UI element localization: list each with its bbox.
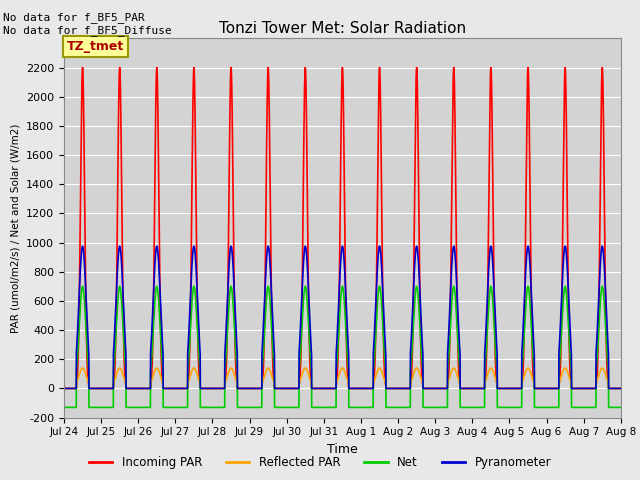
Text: TZ_tmet: TZ_tmet	[67, 40, 124, 53]
Text: No data for f_BF5_PAR: No data for f_BF5_PAR	[3, 12, 145, 23]
Title: Tonzi Tower Met: Solar Radiation: Tonzi Tower Met: Solar Radiation	[219, 21, 466, 36]
Y-axis label: PAR (umol/m2/s) / Net and Solar (W/m2): PAR (umol/m2/s) / Net and Solar (W/m2)	[10, 123, 20, 333]
X-axis label: Time: Time	[327, 443, 358, 456]
Text: No data for f_BF5_Diffuse: No data for f_BF5_Diffuse	[3, 25, 172, 36]
Legend: Incoming PAR, Reflected PAR, Net, Pyranometer: Incoming PAR, Reflected PAR, Net, Pyrano…	[84, 452, 556, 474]
